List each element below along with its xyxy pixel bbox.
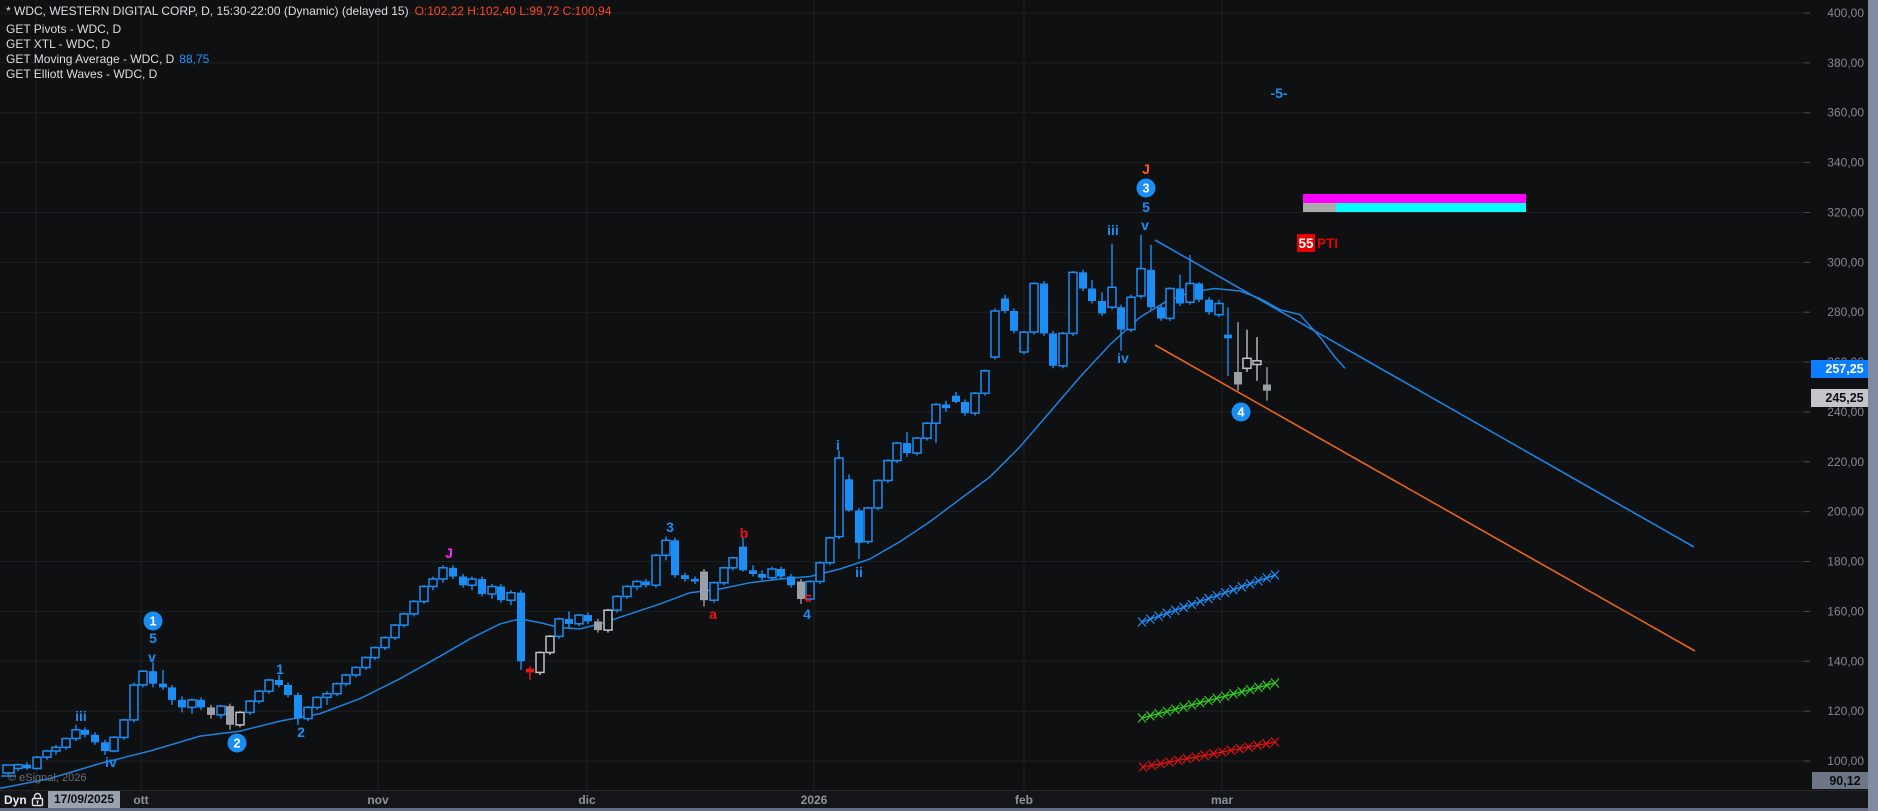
wave-label-5[interactable]: 5 xyxy=(1142,199,1150,215)
time-axis-month-label: mar xyxy=(1210,793,1234,807)
ohlc-values: O:102,22 H:102,40 L:99,72 C:100,94 xyxy=(414,4,612,18)
candles xyxy=(3,234,1271,775)
pivot-projection-green[interactable] xyxy=(1137,678,1280,723)
price-axis-label: 100,00 xyxy=(1827,754,1864,768)
last-price-badge: 257,25 xyxy=(1811,360,1878,378)
esignal-watermark: © eSignal, 2026 xyxy=(8,772,87,784)
wave-label-ii[interactable]: ii xyxy=(855,564,863,580)
signal-bar-magenta xyxy=(1303,194,1526,203)
pivot-projection-blue[interactable] xyxy=(1137,570,1280,627)
indicator-get-xtl[interactable]: GET XTL - WDC, D xyxy=(6,37,611,52)
start-date-chip[interactable]: 17/09/2025 xyxy=(48,791,120,809)
svg-text:2: 2 xyxy=(234,737,241,751)
moving-average-line[interactable] xyxy=(0,287,1346,790)
wave-label-v[interactable]: v xyxy=(148,649,156,665)
pti-value: 55 xyxy=(1298,236,1314,251)
downtrend-orange[interactable] xyxy=(1154,344,1696,652)
left-edge-marker-icon xyxy=(1,764,16,777)
indicator-label: GET Elliott Waves - WDC, D xyxy=(6,67,158,81)
wave-label-v[interactable]: v xyxy=(1141,217,1149,233)
wave-label-iv[interactable]: iv xyxy=(105,754,117,770)
pti-value-box xyxy=(1297,234,1315,252)
price-axis-label: 300,00 xyxy=(1827,255,1864,269)
price-axis-label: 340,00 xyxy=(1827,156,1864,170)
time-axis-month-label: dic xyxy=(578,793,596,807)
wave-label-c[interactable]: c xyxy=(804,589,812,605)
indicator-get-pivots[interactable]: GET Pivots - WDC, D xyxy=(6,22,611,37)
price-axis-label: 280,00 xyxy=(1827,305,1864,319)
time-axis-bar[interactable]: Dyn 17/09/2025 ott nov dic 2026 feb mar xyxy=(0,790,1878,809)
wave-label-iv[interactable]: iv xyxy=(1117,350,1129,366)
xtl-downtrend-blue[interactable] xyxy=(1154,239,1695,548)
price-axis-label: 360,00 xyxy=(1827,106,1864,120)
wave-label-J[interactable]: J xyxy=(445,545,453,561)
indicator-label: GET XTL - WDC, D xyxy=(6,37,111,51)
wave-label-3[interactable]: 3 xyxy=(666,519,674,535)
wave-label-b[interactable]: b xyxy=(740,525,749,541)
time-axis-month-label: 2026 xyxy=(800,793,828,807)
price-axis-label: 240,00 xyxy=(1827,405,1864,419)
wave-circle-3[interactable]: 3 xyxy=(1136,178,1156,198)
dyn-mode-toggle[interactable]: Dyn xyxy=(4,793,27,807)
secondary-price-badge: 245,25 xyxy=(1811,389,1878,407)
svg-text:1: 1 xyxy=(150,615,157,629)
pti-indicator: 55 PTI xyxy=(1297,234,1338,252)
chart-header: * WDC, WESTERN DIGITAL CORP, D, 15:30-22… xyxy=(6,4,611,82)
wave-label-iii[interactable]: iii xyxy=(75,708,87,724)
wave-label-J[interactable]: J xyxy=(1142,161,1150,177)
wave-circle-1[interactable]: 1 xyxy=(143,611,163,631)
low-price-badge: 90,12 xyxy=(1812,772,1878,789)
pivot-projection-red[interactable] xyxy=(1138,737,1280,772)
wave-label--5-[interactable]: -5- xyxy=(1270,85,1287,101)
time-axis-month-label: ott xyxy=(133,793,149,807)
price-axis-label: 320,00 xyxy=(1827,205,1864,219)
time-axis-month-label: nov xyxy=(367,793,389,807)
bottom-window-edge xyxy=(0,808,1878,811)
wave-label-2[interactable]: 2 xyxy=(297,724,305,740)
price-axis-label: 200,00 xyxy=(1827,505,1864,519)
signal-bar-gray xyxy=(1303,203,1336,212)
wave-label-i[interactable]: i xyxy=(836,437,840,453)
wave-label-1[interactable]: 1 xyxy=(276,661,284,677)
indicator-get-elliott-waves[interactable]: GET Elliott Waves - WDC, D xyxy=(6,67,611,82)
price-axis-label: 380,00 xyxy=(1827,56,1864,70)
indicator-label: GET Moving Average - WDC, D xyxy=(6,52,175,66)
signal-bar-cyan xyxy=(1336,203,1526,212)
lock-icon[interactable] xyxy=(30,792,45,811)
wave-label-iii[interactable]: iii xyxy=(1107,222,1119,238)
price-axis-label: 220,00 xyxy=(1827,455,1864,469)
price-axis-label: 120,00 xyxy=(1827,704,1864,718)
svg-text:4: 4 xyxy=(1238,406,1245,420)
pti-label: PTI xyxy=(1317,236,1338,251)
time-axis-month-label: feb xyxy=(1015,793,1033,807)
wave-label-5[interactable]: 5 xyxy=(149,630,157,646)
indicator-get-moving-average[interactable]: GET Moving Average - WDC, D 88,75 xyxy=(6,52,611,67)
svg-text:3: 3 xyxy=(1143,182,1150,196)
ma-value: 88,75 xyxy=(179,52,210,66)
price-axis-label: 180,00 xyxy=(1827,555,1864,569)
symbol-title[interactable]: * WDC, WESTERN DIGITAL CORP, D, 15:30-22… xyxy=(6,4,409,18)
wave-circle-4[interactable]: 4 xyxy=(1231,402,1251,422)
vertical-scrollbar[interactable] xyxy=(1868,0,1878,811)
price-axis-label: 140,00 xyxy=(1827,654,1864,668)
wave-label-4[interactable]: 4 xyxy=(803,606,811,622)
wave-circle-2[interactable]: 2 xyxy=(227,733,247,753)
price-axis-label: 160,00 xyxy=(1827,604,1864,618)
indicator-label: GET Pivots - WDC, D xyxy=(6,22,122,36)
price-axis-label: 400,00 xyxy=(1827,6,1864,20)
wave-label-a[interactable]: a xyxy=(709,606,717,622)
